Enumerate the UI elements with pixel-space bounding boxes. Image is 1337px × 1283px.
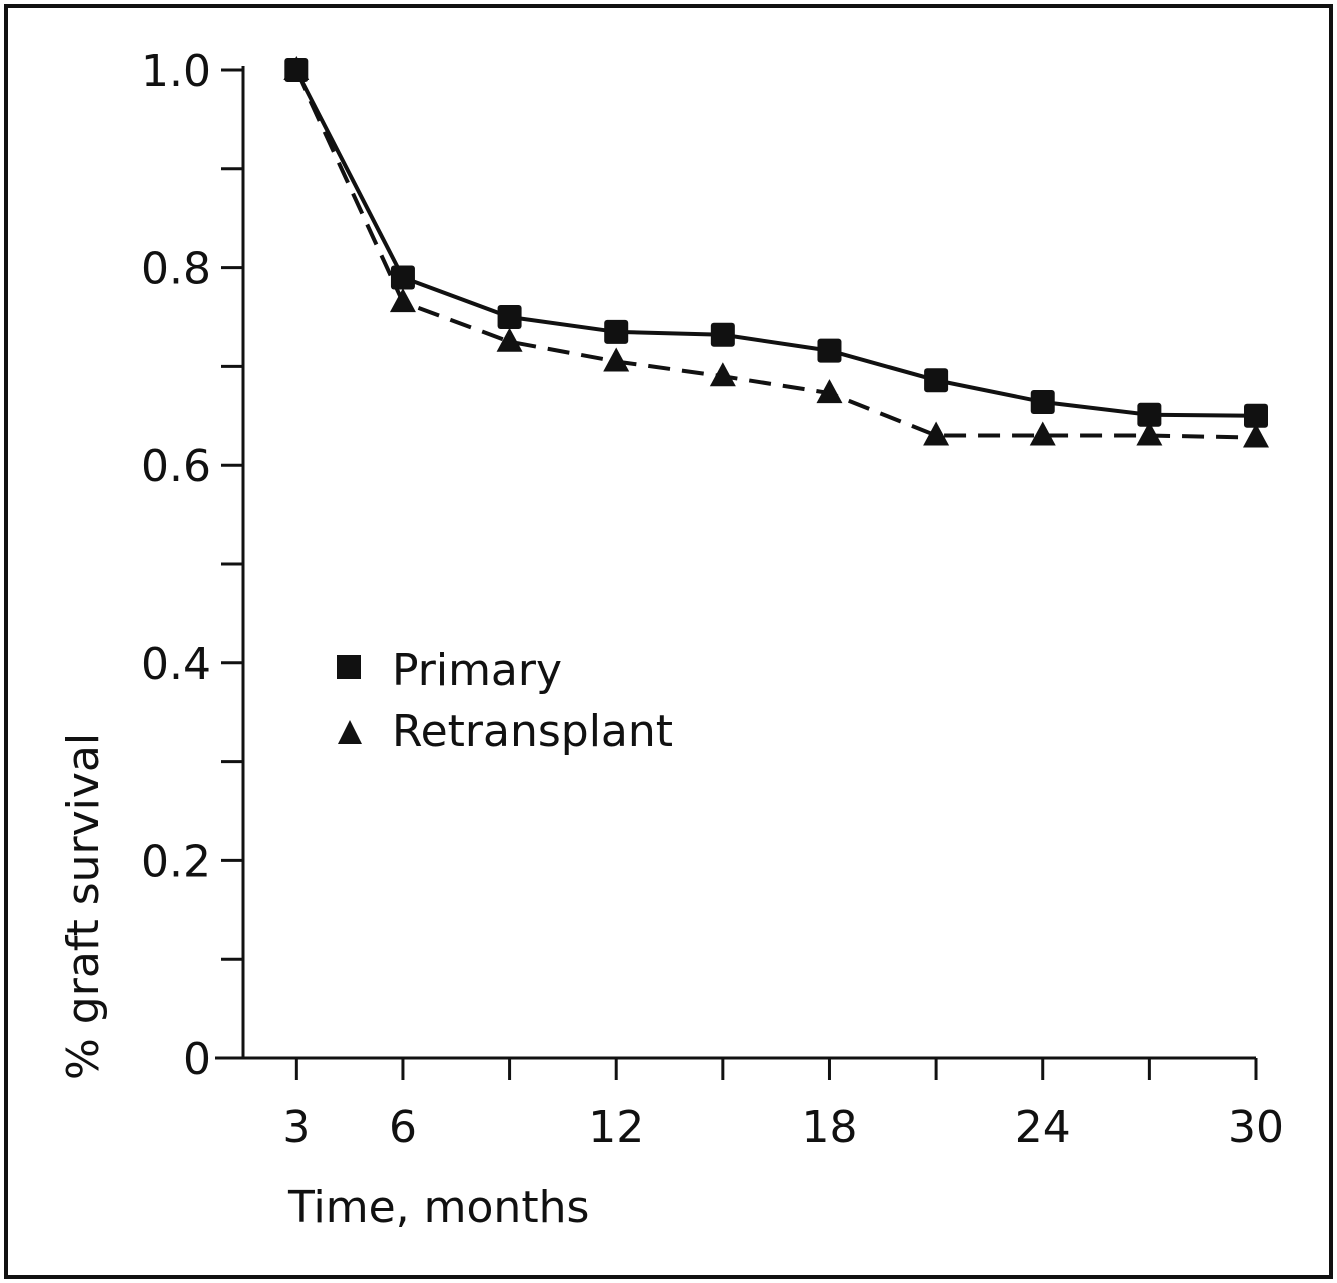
- x-tick-label: 24: [1015, 1102, 1071, 1153]
- x-tick-label: 30: [1228, 1102, 1284, 1153]
- data-point-primary: [817, 338, 842, 363]
- data-point-retransplant: [283, 56, 310, 80]
- x-tick-label: 3: [282, 1102, 310, 1153]
- y-tick-label: 0.2: [141, 836, 211, 887]
- data-point-retransplant: [496, 327, 523, 352]
- legend-marker-primary: [337, 655, 361, 679]
- data-point-retransplant: [1029, 421, 1056, 446]
- data-point-retransplant: [709, 362, 736, 387]
- data-point-retransplant: [923, 421, 950, 446]
- data-point-retransplant: [1136, 421, 1163, 446]
- y-tick-label: 0.4: [141, 639, 211, 690]
- x-tick-label: 12: [588, 1102, 644, 1153]
- series-line-primary: [294, 69, 1257, 418]
- y-tick-label: 0.6: [141, 441, 211, 492]
- data-point-retransplant: [389, 288, 416, 313]
- data-point-retransplant: [1243, 423, 1269, 448]
- y-tick-label: 0: [183, 1034, 211, 1085]
- x-tick-label: 18: [801, 1102, 857, 1153]
- data-point-retransplant: [816, 379, 843, 404]
- y-tick-label: 0.8: [141, 244, 211, 295]
- data-point-primary: [710, 322, 735, 347]
- data-point-primary: [924, 368, 949, 393]
- data-point-primary: [604, 319, 629, 344]
- legend-label-retransplant: Retransplant: [392, 706, 673, 757]
- figure-border: [4, 4, 1333, 1279]
- data-point-primary: [1030, 389, 1055, 414]
- series-line-retransplant: [294, 69, 1257, 440]
- data-point-primary: [497, 305, 522, 329]
- axes: [215, 66, 1258, 1080]
- x-tick-labels: 3 6 12 18 24 30: [282, 1102, 1284, 1153]
- legend-label-primary: Primary: [392, 645, 562, 696]
- series-layer: [283, 56, 1269, 448]
- data-point-primary: [1244, 403, 1268, 428]
- legend-marker-retransplant: [338, 720, 362, 744]
- data-point-retransplant: [603, 347, 630, 372]
- y-tick-label: 1.0: [141, 46, 211, 97]
- data-point-primary: [1137, 402, 1162, 427]
- legend: Primary Retransplant: [337, 645, 673, 757]
- y-axis-title: % graft survival: [58, 733, 109, 1080]
- y-tick-labels: 0 0.2 0.4 0.6 0.8 1.0: [141, 46, 211, 1085]
- x-tick-label: 6: [389, 1102, 417, 1153]
- data-point-primary: [390, 265, 415, 290]
- x-axis-title: Time, months: [287, 1182, 589, 1233]
